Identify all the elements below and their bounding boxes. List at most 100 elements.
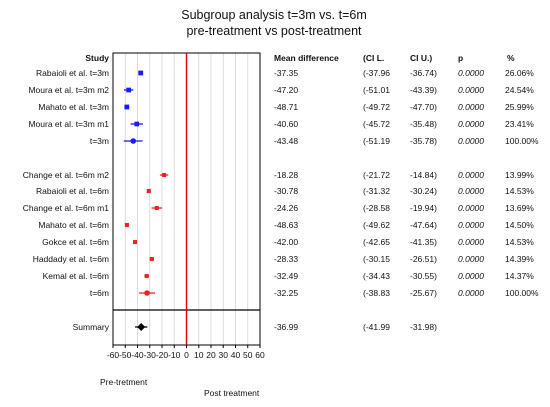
mean-difference-value: -40.60: [274, 119, 298, 129]
study-label: Mahato et al. t=3m: [38, 102, 109, 112]
effect-size-marker: [124, 104, 130, 110]
pooled-estimate-marker: [144, 290, 150, 296]
weight-value: 14.39%: [505, 254, 534, 264]
ci-low-value: (-28.58: [363, 203, 390, 213]
ci-low-value: (-49.62: [363, 220, 390, 230]
x-axis: -60 -50 -40 -30 -20 -10 0 10 20 30 40 50 60: [107, 345, 265, 360]
p-value: 0.0000: [458, 170, 484, 180]
effect-size-marker: [162, 172, 167, 178]
effect-size-marker: [126, 87, 132, 93]
x-label-post: Post treatment: [204, 388, 260, 398]
ci-low-value: (-30.15: [363, 254, 390, 264]
p-value: 0.0000: [458, 288, 484, 298]
weight-value: 14.37%: [505, 271, 534, 281]
p-value: 0.0000: [458, 85, 484, 95]
ci-high-value: -30.55): [410, 271, 437, 281]
study-label: Mahato et al. t=6m: [38, 220, 109, 230]
effect-size-marker: [149, 256, 154, 262]
p-value: 0.0000: [458, 186, 484, 196]
study-label: Moura et al. t=3m m2: [28, 85, 109, 95]
x-tick-label: 30: [219, 350, 229, 360]
weight-value: 26.06%: [505, 68, 534, 78]
study-label: Moura et al. t=3m m1: [28, 119, 109, 129]
effect-size-marker: [133, 239, 138, 245]
p-value: 0.0000: [458, 102, 484, 112]
weight-value: 23.41%: [505, 119, 534, 129]
weight-value: 100.00%: [505, 136, 539, 146]
ci-low-value: (-38.83: [363, 288, 390, 298]
study-label: Kemal et al. t=6m: [43, 271, 109, 281]
x-tick-label: 40: [231, 350, 241, 360]
study-label: Rabaioli et al. t=3m: [36, 68, 109, 78]
weight-value: 13.99%: [505, 170, 534, 180]
chart-subtitle: pre-treatment vs post-treatment: [186, 24, 362, 38]
p-value: 0.0000: [458, 119, 484, 129]
x-tick-label: 20: [206, 350, 216, 360]
p-value: 0.0000: [458, 271, 484, 281]
weight-value: 13.69%: [505, 203, 534, 213]
ci-high-value: -47.64): [410, 220, 437, 230]
mean-difference-value: -32.25: [274, 288, 298, 298]
x-tick-label: -10: [168, 350, 181, 360]
p-value: 0.0000: [458, 68, 484, 78]
ci-high-value: -26.51): [410, 254, 437, 264]
effect-size-marker: [144, 273, 149, 279]
chart-title: Subgroup analysis t=3m vs. t=6m: [181, 8, 367, 22]
x-tick-label: -30: [144, 350, 157, 360]
data-marks: [123, 70, 169, 331]
study-label: Change et al. t=6m m2: [23, 170, 110, 180]
pooled-estimate-marker: [130, 138, 137, 144]
ci-low-value: (-41.99: [363, 322, 390, 332]
x-label-pre: Pre-tretment: [100, 377, 148, 387]
p-value: 0.0000: [458, 237, 484, 247]
mean-difference-value: -43.48: [274, 136, 298, 146]
weight-value: 100.00%: [505, 288, 539, 298]
effect-size-marker: [124, 222, 129, 228]
summary-diamond: [137, 323, 146, 331]
ci-high-value: -47.70): [410, 102, 437, 112]
ci-high-value: -41.35): [410, 237, 437, 247]
ci-low-value: (-42.65: [363, 237, 390, 247]
mean-difference-value: -48.63: [274, 220, 298, 230]
x-tick-label: 0: [184, 350, 189, 360]
ci-high-value: -35.48): [410, 119, 437, 129]
plot-frame: [112, 52, 261, 346]
mean-difference-value: -36.99: [274, 322, 298, 332]
study-label: Summary: [73, 322, 110, 332]
weight-value: 14.53%: [505, 186, 534, 196]
study-label: Haddady et al. t=6m: [33, 254, 109, 264]
header-study: Study: [85, 53, 109, 63]
effect-size-marker: [154, 205, 159, 211]
ci-high-value: -35.78): [410, 136, 437, 146]
mean-difference-value: -47.20: [274, 85, 298, 95]
ci-low-value: (-49.72: [363, 102, 390, 112]
p-value: 0.0000: [458, 254, 484, 264]
header-p: p: [458, 53, 463, 63]
study-label: t=6m: [90, 288, 109, 298]
effect-size-marker: [146, 188, 151, 194]
ci-low-value: (-51.19: [363, 136, 390, 146]
weight-value: 14.53%: [505, 237, 534, 247]
ci-low-value: (-31.32: [363, 186, 390, 196]
ci-high-value: -36.74): [410, 68, 437, 78]
header-ci-low: (CI L.: [363, 53, 384, 63]
p-value: 0.0000: [458, 220, 484, 230]
mean-difference-value: -24.26: [274, 203, 298, 213]
effect-size-marker: [138, 70, 144, 76]
study-label: t=3m: [90, 136, 109, 146]
ci-low-value: (-51.01: [363, 85, 390, 95]
x-tick-label: -20: [156, 350, 169, 360]
header-mean-difference: Mean difference: [274, 53, 339, 63]
effect-size-marker: [134, 121, 140, 127]
x-tick-label: -40: [131, 350, 144, 360]
ci-low-value: (-34.43: [363, 271, 390, 281]
mean-difference-value: -28.33: [274, 254, 298, 264]
study-label: Rabaioli et al. t=6m: [36, 186, 109, 196]
study-label: Change et al. t=6m m1: [23, 203, 110, 213]
ci-low-value: (-21.72: [363, 170, 390, 180]
table-rows: Rabaioli et al. t=3m -37.35 (-37.96 -36.74)…: [23, 68, 539, 332]
ci-high-value: -43.39): [410, 85, 437, 95]
x-tick-label: 50: [243, 350, 253, 360]
x-tick-label: -50: [119, 350, 132, 360]
mean-difference-value: -18.28: [274, 170, 298, 180]
